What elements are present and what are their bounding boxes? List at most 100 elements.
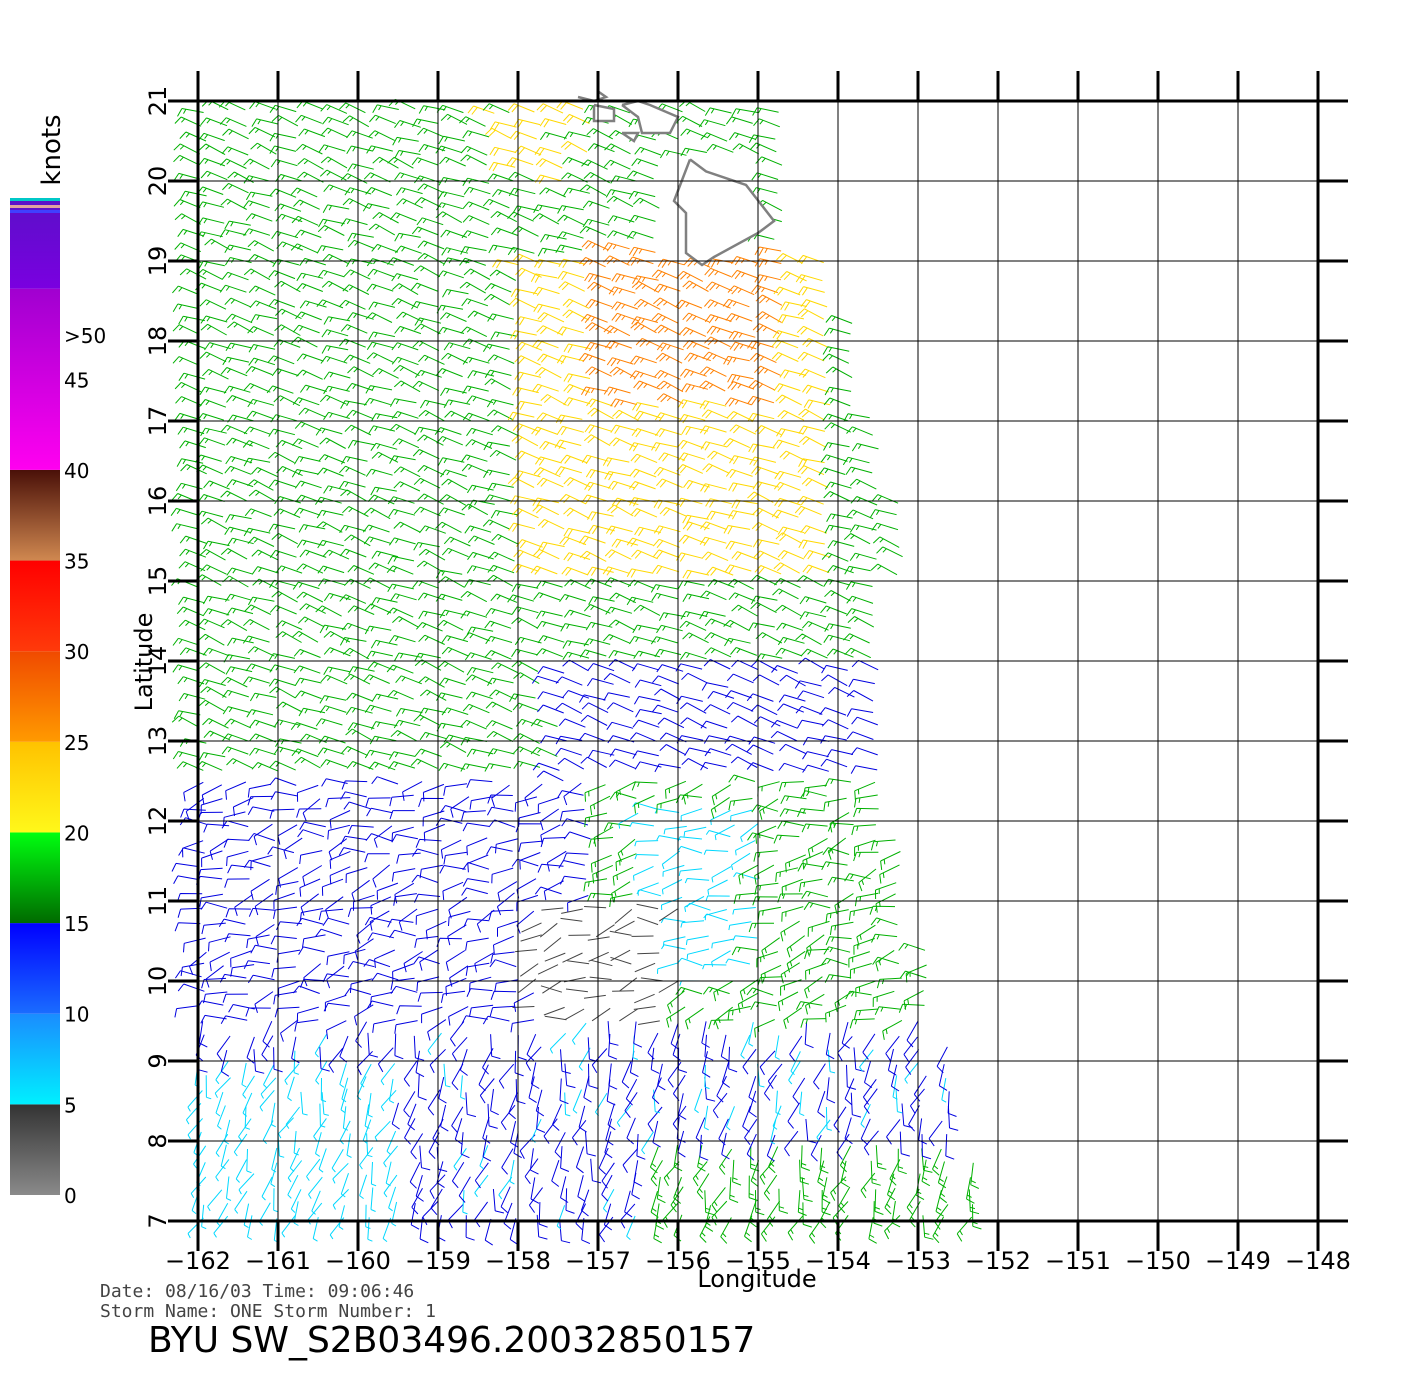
wind-barb — [391, 826, 414, 842]
wind-barb — [226, 567, 254, 576]
wind-barb — [530, 273, 558, 283]
wind-barb — [650, 1190, 659, 1218]
wind-barb — [656, 478, 683, 488]
wind-barb — [680, 128, 708, 138]
wind-barb — [247, 646, 275, 657]
wind-barb — [476, 909, 495, 933]
wind-barb — [843, 633, 870, 644]
wind-barb — [461, 230, 489, 239]
wind-barb — [706, 566, 734, 576]
wind-barb — [489, 146, 517, 157]
wind-barb — [247, 795, 273, 806]
wind-barb — [731, 269, 758, 280]
wind-barb — [366, 341, 394, 350]
wind-barb — [748, 443, 775, 453]
wind-barb — [223, 385, 251, 394]
wind-barb — [797, 1190, 807, 1216]
wind-barb — [319, 1046, 330, 1072]
wind-barb — [629, 481, 656, 491]
wind-barb — [778, 1188, 789, 1214]
wind-barb — [485, 127, 512, 140]
wind-barb — [797, 862, 824, 872]
wind-barb — [465, 1092, 477, 1118]
wind-barb — [653, 525, 681, 535]
wind-barb — [843, 533, 871, 545]
wind-barb — [247, 974, 275, 984]
wind-barb — [318, 578, 345, 587]
wind-barb — [199, 386, 227, 395]
wind-barb — [410, 758, 438, 769]
wind-barb — [226, 1176, 232, 1201]
wind-barb — [435, 569, 463, 579]
wind-barb — [243, 527, 271, 537]
wind-barb — [780, 301, 807, 311]
wind-barb — [710, 796, 730, 819]
wind-barb — [342, 1106, 349, 1131]
wind-barb — [413, 265, 441, 278]
wind-barb — [589, 976, 612, 980]
wind-barb — [487, 409, 514, 421]
wind-barb — [729, 1177, 739, 1203]
wind-barb — [606, 195, 634, 208]
wind-barb — [560, 623, 587, 632]
wind-barb — [612, 866, 634, 886]
wind-barb — [339, 338, 366, 348]
wind-barb — [753, 550, 781, 561]
wind-barb — [700, 132, 728, 142]
wind-barb — [525, 1046, 542, 1072]
wind-barb — [559, 536, 587, 546]
wind-barb — [906, 1020, 919, 1048]
wind-barb — [733, 872, 758, 880]
wind-barb — [663, 1161, 680, 1187]
wind-barb — [220, 548, 248, 560]
wind-barb — [370, 1187, 376, 1212]
wind-barb — [594, 1093, 608, 1117]
wind-barb — [419, 731, 447, 741]
lat-lon-grid — [168, 71, 1348, 1251]
wind-barb — [298, 946, 325, 955]
wind-barb — [291, 215, 319, 226]
wind-barb — [819, 1147, 829, 1174]
wind-barb — [780, 795, 807, 805]
wind-barb — [633, 380, 661, 390]
wind-barb — [656, 664, 684, 673]
wind-barb — [363, 959, 391, 968]
wind-barb — [507, 594, 534, 603]
wind-barb — [679, 327, 707, 337]
wind-barb — [318, 454, 345, 464]
wind-barb — [871, 522, 899, 531]
wind-barb — [254, 991, 274, 1013]
wind-barb — [714, 1006, 734, 1030]
wind-barb — [799, 596, 827, 605]
wind-barb — [489, 449, 517, 461]
wind-barb — [221, 746, 249, 755]
wind-barb — [609, 930, 632, 936]
wind-barb — [245, 1007, 271, 1017]
wind-barb — [511, 606, 539, 615]
wind-barb — [536, 325, 564, 336]
wind-barb — [803, 399, 831, 409]
wind-barb — [465, 691, 493, 700]
wind-barb — [682, 569, 710, 580]
wind-barb — [422, 783, 445, 802]
wind-barb — [742, 1105, 752, 1133]
wind-barb — [396, 198, 423, 209]
wind-barb — [604, 471, 631, 481]
wind-barb — [606, 702, 634, 713]
wind-barb — [625, 1078, 638, 1106]
wind-barb — [536, 412, 564, 422]
wind-barb — [417, 991, 443, 1002]
wind-barb — [540, 234, 567, 243]
wind-barb — [746, 762, 774, 772]
wind-barb — [771, 509, 799, 519]
wind-barb — [712, 1092, 728, 1119]
wind-barb — [845, 581, 873, 590]
wind-barb — [564, 1092, 571, 1117]
wind-barb — [370, 442, 398, 451]
wind-barb — [821, 552, 849, 562]
wind-barb — [315, 605, 342, 617]
wind-barb — [321, 345, 349, 354]
wind-barb — [662, 1203, 678, 1228]
wind-barb — [418, 610, 446, 620]
wind-barb — [497, 881, 518, 902]
